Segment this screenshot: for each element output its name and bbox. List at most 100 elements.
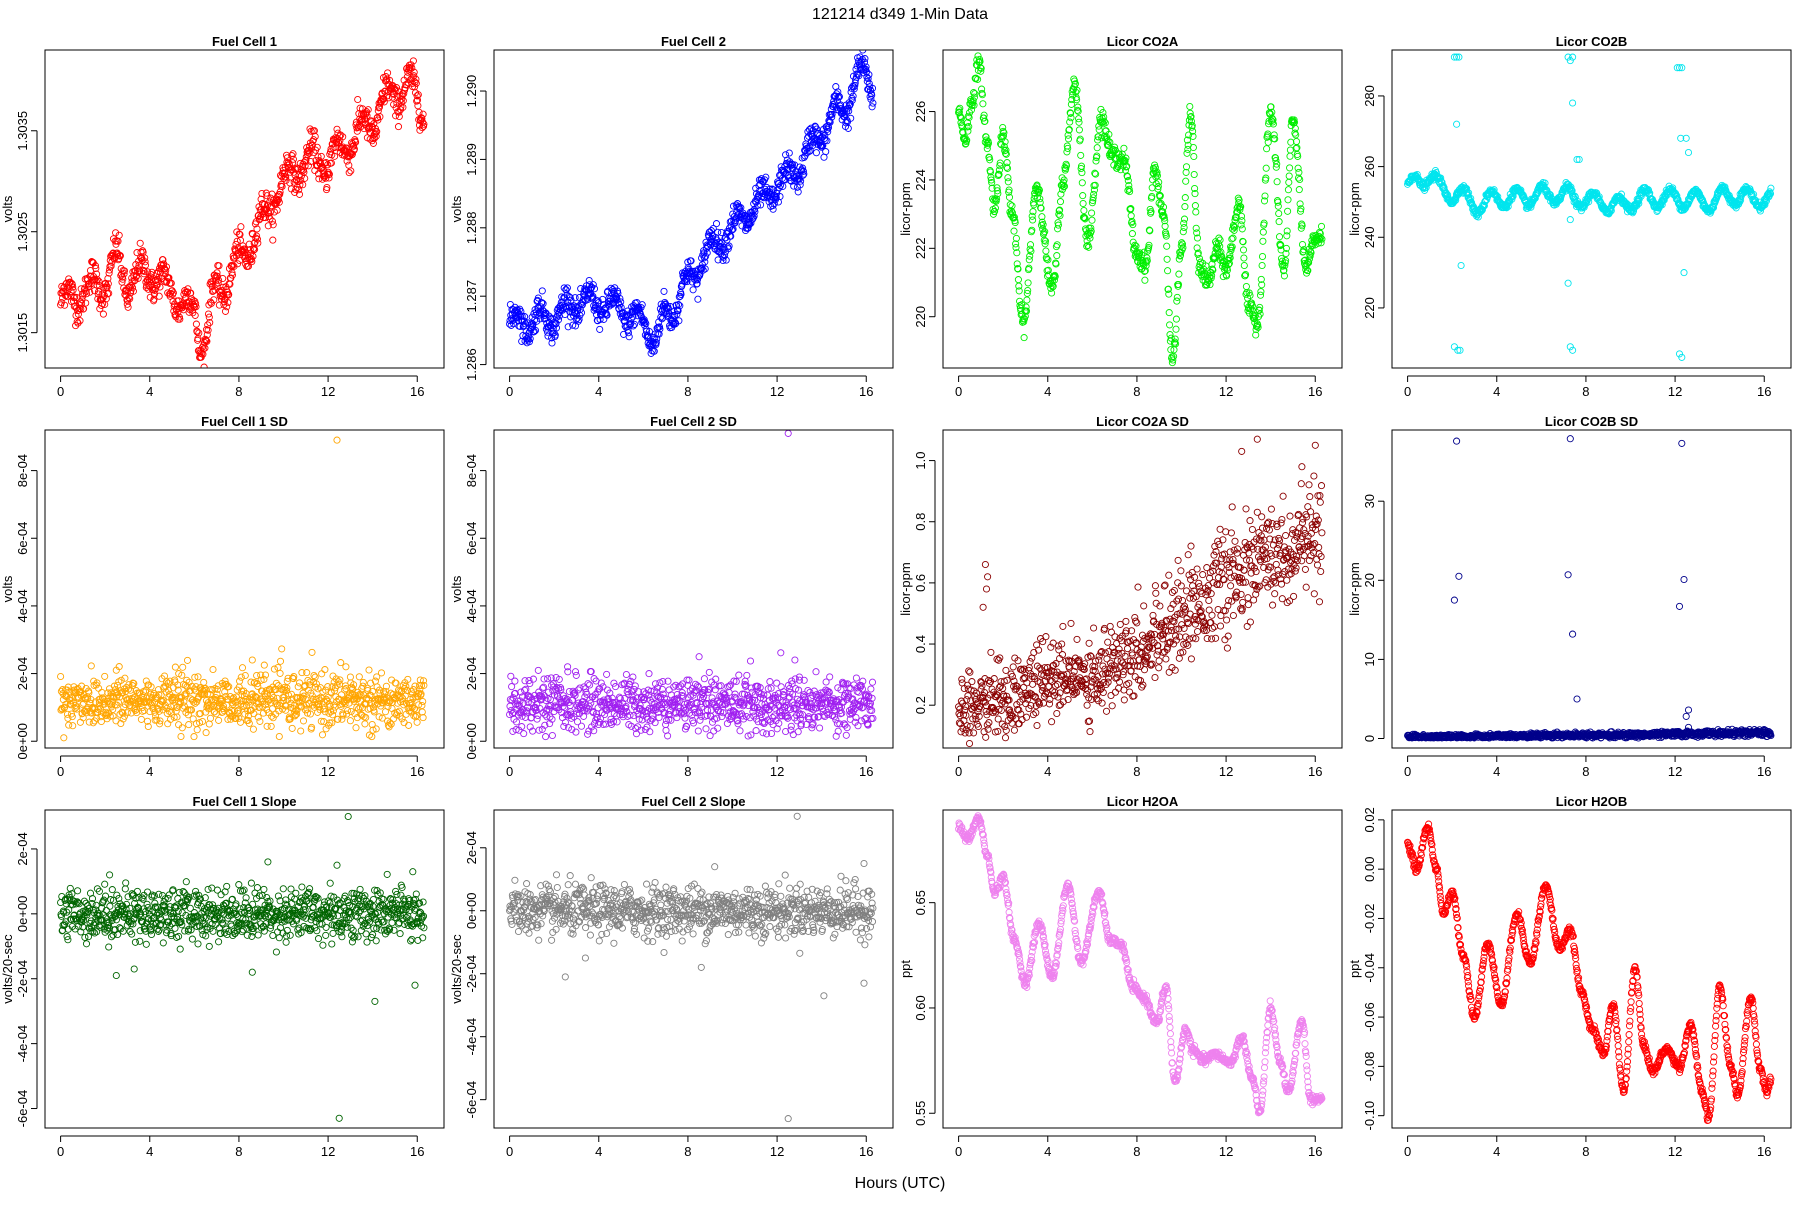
y-axis-label: volts [449,575,464,602]
panel-title: Fuel Cell 2 SD [650,414,737,429]
data-point [100,311,106,317]
data-point [298,728,304,734]
y-tick-label: 260 [1362,156,1377,178]
y-tick-label: 4e-04 [15,589,30,622]
data-point [1458,262,1464,268]
data-point [1067,119,1073,125]
data-point [147,294,153,300]
x-tick-label: 4 [146,384,153,399]
data-point [395,124,401,130]
y-tick-label: 1.3035 [15,111,30,151]
data-point [137,240,143,246]
data-point [1241,255,1247,261]
data-point [210,666,216,672]
data-point [194,727,200,733]
panel-title: Fuel Cell 2 [661,34,726,49]
x-tick-label: 0 [1404,384,1411,399]
data-point [1286,179,1292,185]
data-point [337,677,343,683]
data-point [1191,153,1197,159]
data-point [178,733,184,739]
data-point [1142,277,1148,283]
data-point [347,674,353,680]
data-point [304,670,310,676]
data-point [1094,145,1100,151]
data-point [578,723,584,729]
data-point [1239,226,1245,232]
data-point [543,734,549,740]
data-point [414,719,420,725]
data-point [420,698,426,704]
data-point [1174,294,1180,300]
data-point [573,672,579,678]
x-tick-label: 4 [1044,384,1051,399]
data-point [626,334,632,340]
data-point [193,321,199,327]
data-point [1191,171,1197,177]
data-point [1190,144,1196,150]
data-point [1241,262,1247,268]
data-point [823,149,829,155]
data-point [216,717,222,723]
data-point [180,664,186,670]
data-point [870,100,876,106]
x-tick-label: 16 [410,764,424,779]
data-point [237,678,243,684]
data-point [261,662,267,668]
data-point [138,716,144,722]
data-point [1286,173,1292,179]
data-point [343,664,349,670]
data-point [1129,231,1135,237]
data-point [1565,280,1571,286]
x-tick-label: 12 [770,384,784,399]
plot-frame [943,50,1342,368]
data-point [521,731,527,737]
data-point [378,670,384,676]
data-point [102,673,108,679]
data-point [512,678,518,684]
data-point [201,364,207,370]
data-point [268,723,274,729]
data-point [201,679,207,685]
data-point [385,70,391,76]
data-point [1181,224,1187,230]
data-point [186,722,192,728]
data-point [249,657,255,663]
x-tick-label: 8 [1582,384,1589,399]
data-point [61,735,67,741]
data-point [535,667,541,673]
panel-title: Licor CO2B [1556,34,1628,49]
data-point [1192,203,1198,209]
data-point [338,660,344,666]
data-point [1183,178,1189,184]
data-point [360,679,366,685]
panel-title: Licor CO2A [1107,34,1179,49]
data-point [1264,146,1270,152]
data-point [549,732,555,738]
data-point [539,288,545,294]
data-point [1021,335,1027,341]
x-tick-label: 8 [684,384,691,399]
series-points [1405,54,1775,361]
data-point [1240,247,1246,253]
data-point [289,725,295,731]
y-tick-label: 1.288 [464,212,479,245]
data-point [1260,238,1266,244]
data-point [1164,256,1170,262]
data-point [1258,289,1264,295]
y-tick-label: 226 [913,101,928,123]
y-tick-label: 1.3015 [15,313,30,353]
y-axis-label: volts [449,195,464,222]
data-point [1165,268,1171,274]
data-point [271,666,277,672]
data-point [1076,119,1082,125]
data-point [1285,187,1291,193]
y-tick-label: 240 [1362,226,1377,248]
data-point [250,726,256,732]
data-point [347,718,353,724]
data-point [58,673,64,679]
